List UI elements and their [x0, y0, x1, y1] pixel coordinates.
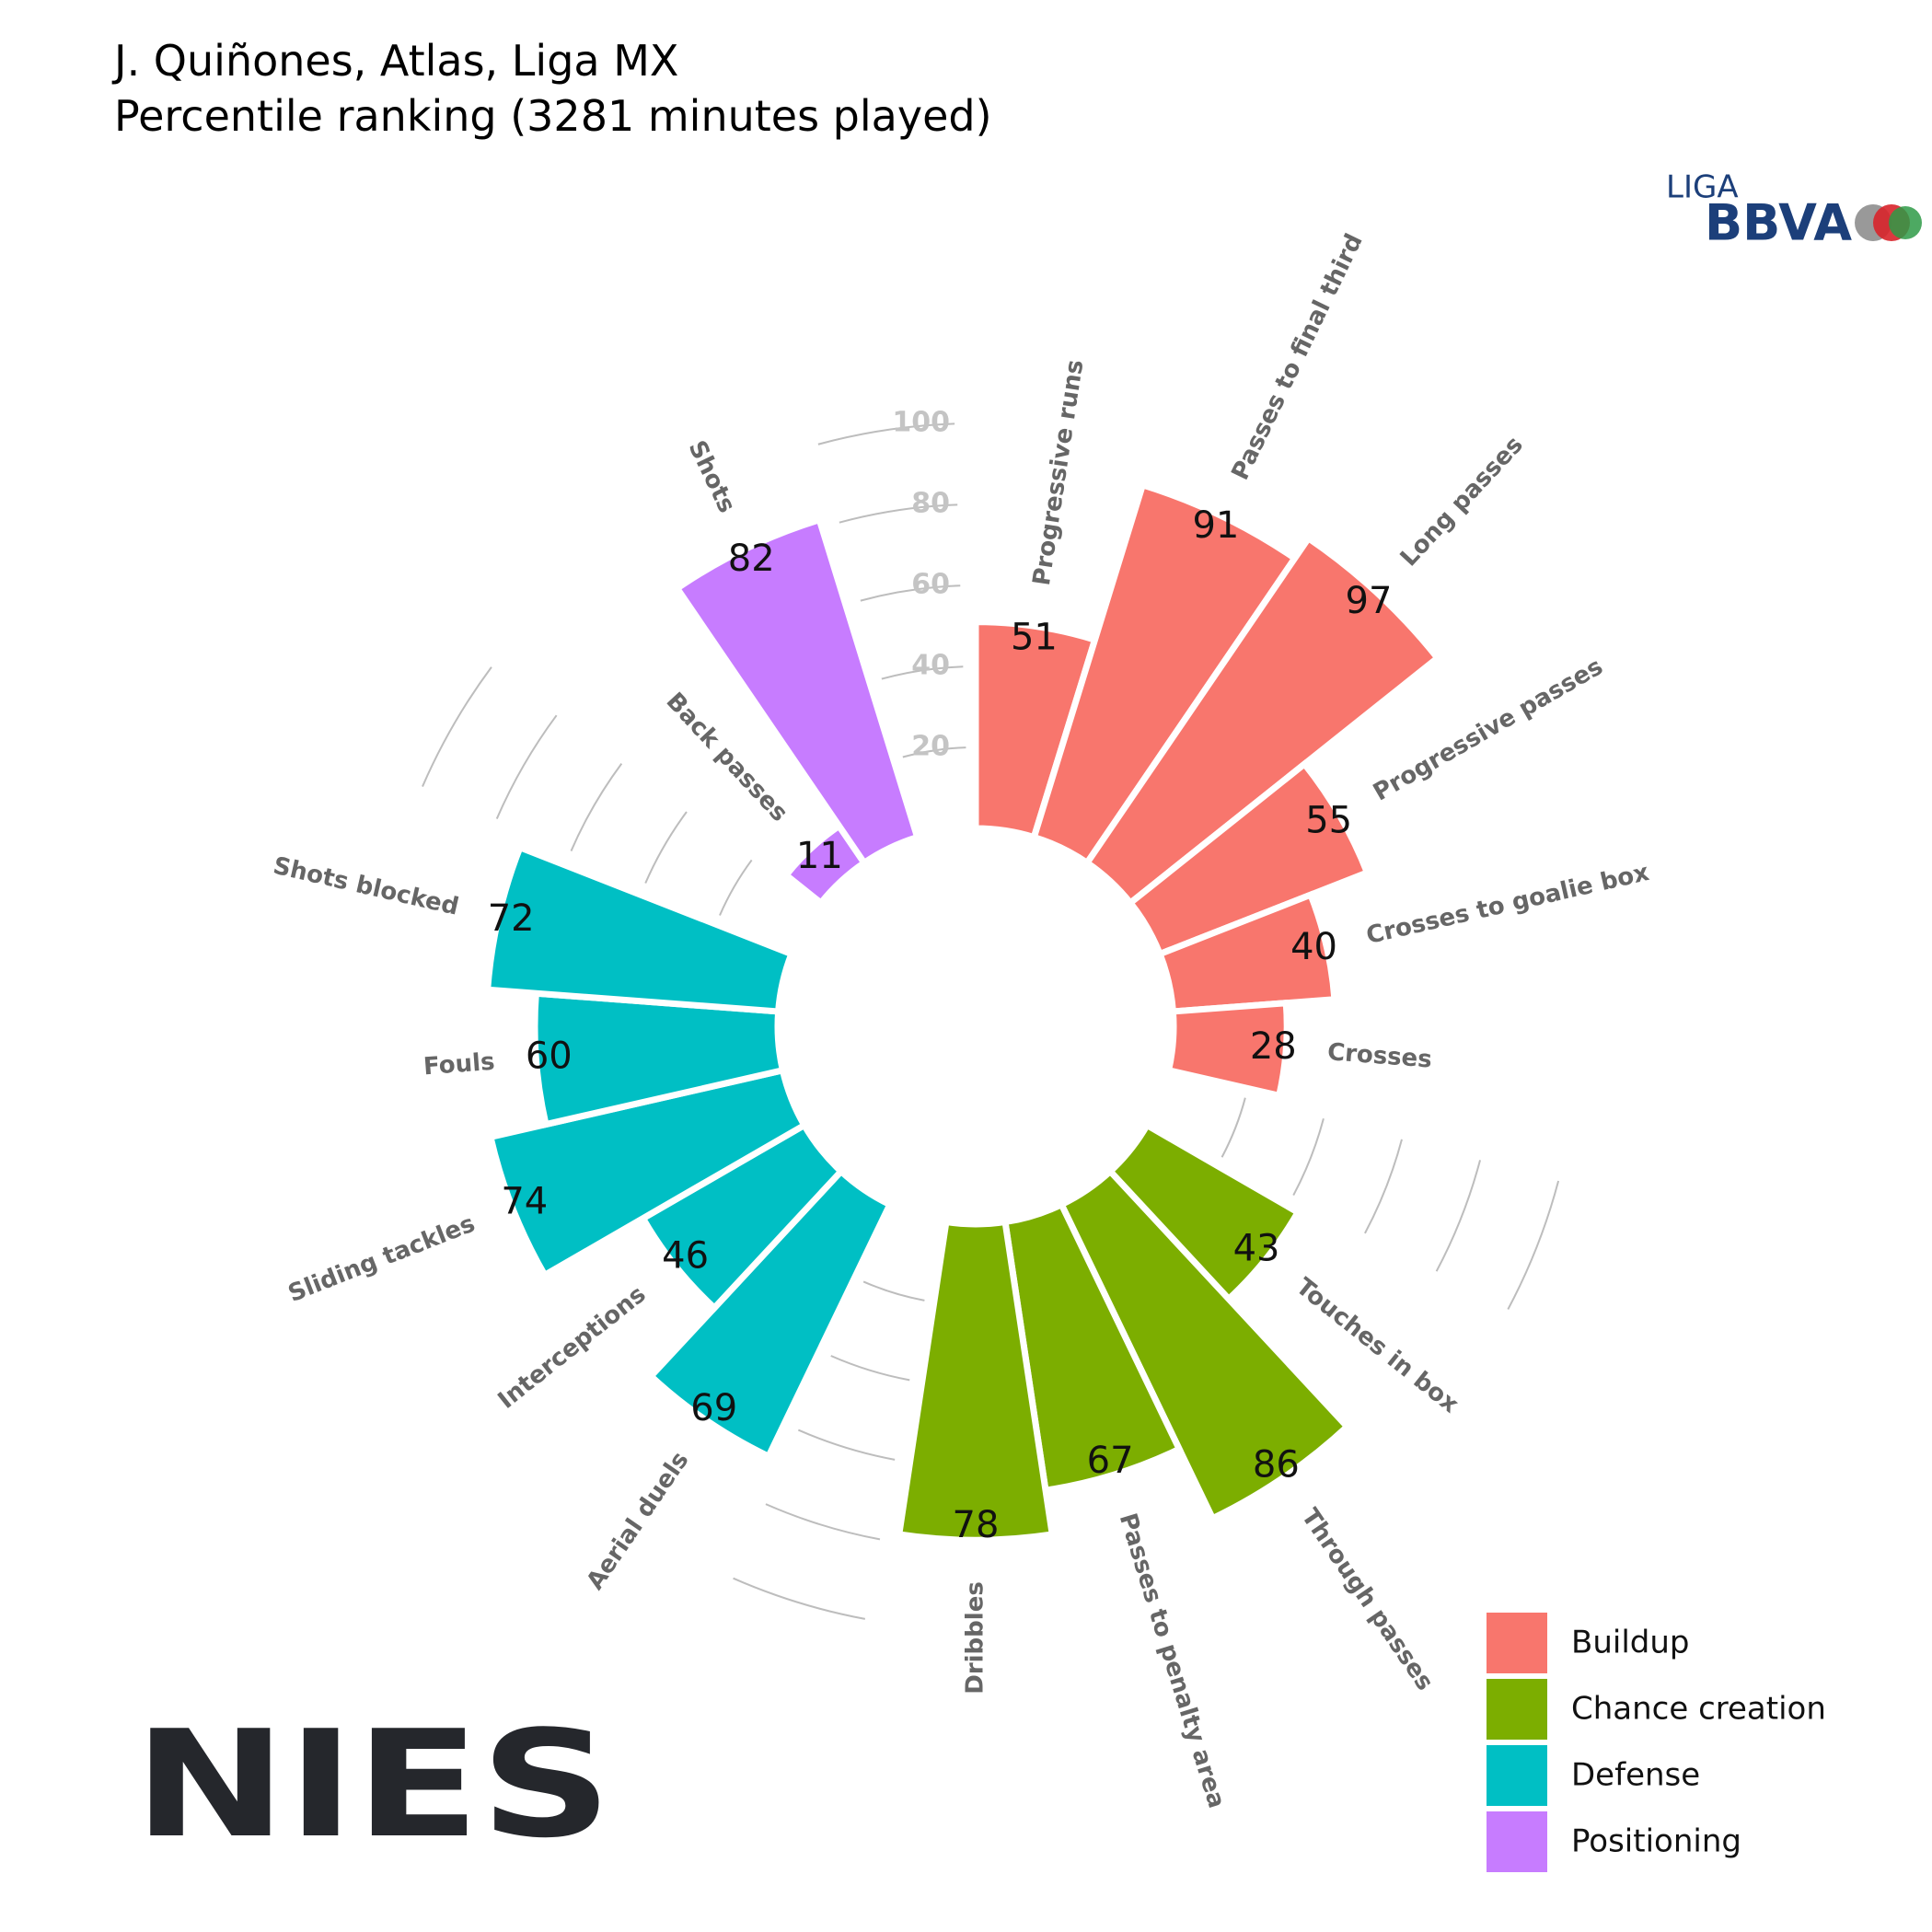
category-label: Sliding tackles	[284, 1210, 479, 1308]
y-tick-label: 100	[892, 407, 950, 439]
value-label: 60	[526, 1035, 573, 1078]
legend-swatch	[1487, 1811, 1547, 1872]
value-label: 74	[501, 1180, 548, 1222]
category-label: Dribbles	[962, 1581, 989, 1695]
grid-line	[1364, 1139, 1403, 1234]
grid-line	[570, 763, 623, 851]
category-label: Passes to final third	[1227, 229, 1369, 484]
grid-line	[830, 1355, 910, 1382]
category-label: Aerial duels	[582, 1447, 695, 1595]
category-label: Through passes	[1296, 1504, 1439, 1695]
grid-line	[881, 665, 964, 680]
brand-logo: NIES	[133, 1698, 612, 1870]
bar	[1155, 890, 1338, 1015]
legend-label: Chance creation	[1571, 1691, 1826, 1728]
category-label: Interceptions	[493, 1280, 652, 1415]
grid-line	[495, 714, 558, 819]
grid-line	[860, 584, 961, 602]
value-label: 28	[1250, 1025, 1297, 1068]
value-label: 40	[1290, 926, 1337, 968]
value-label: 46	[662, 1235, 709, 1278]
legend-swatch	[1487, 1613, 1547, 1673]
y-tick-label: 40	[911, 650, 950, 682]
category-label: Passes to penalty area	[1114, 1510, 1231, 1812]
category-label: Shots	[683, 436, 741, 517]
value-label: 55	[1305, 800, 1352, 842]
bar	[483, 843, 796, 1015]
bar	[672, 515, 922, 868]
bar	[646, 1166, 895, 1461]
legend-label: Buildup	[1571, 1625, 1689, 1661]
grid-line	[839, 503, 958, 524]
category-label: Long passes	[1395, 431, 1529, 572]
category-label: Crosses to goalie box	[1364, 859, 1652, 950]
grid-line	[1435, 1160, 1482, 1272]
grid-line	[719, 859, 753, 916]
y-tick-label: 60	[911, 569, 950, 601]
grid-line	[644, 811, 688, 884]
grid-line	[817, 422, 955, 445]
value-label: 43	[1233, 1227, 1280, 1269]
category-label: Fouls	[422, 1048, 495, 1082]
value-label: 86	[1253, 1444, 1300, 1487]
grid-line	[1292, 1118, 1325, 1197]
bar	[1057, 1166, 1352, 1523]
legend-label: Positioning	[1571, 1823, 1741, 1860]
value-label: 91	[1192, 504, 1239, 547]
y-tick-label: 20	[911, 731, 950, 763]
category-label: Crosses	[1326, 1038, 1433, 1073]
logo-text: LIGA	[1666, 169, 1739, 206]
bar	[1164, 999, 1290, 1100]
value-label: 78	[953, 1504, 1000, 1546]
league-logo: LIGA BBVA	[1666, 169, 1922, 252]
grid-line	[1507, 1180, 1560, 1310]
bar	[1126, 759, 1371, 958]
grid-line	[765, 1503, 881, 1541]
bar	[1082, 533, 1442, 908]
grid-line	[422, 666, 492, 787]
bar	[895, 1218, 1057, 1544]
grid-line	[797, 1429, 896, 1461]
bar	[1029, 480, 1300, 868]
chart-title: J. Quiñones, Atlas, Liga MX	[111, 36, 678, 86]
grid-line	[902, 746, 966, 758]
value-label: 97	[1346, 580, 1393, 622]
y-tick-label: 80	[911, 488, 950, 520]
value-label: 69	[690, 1387, 737, 1429]
category-label: Shots blocked	[271, 852, 461, 921]
value-label: 51	[1011, 616, 1058, 658]
grid-line	[862, 1280, 925, 1301]
value-label: 82	[728, 538, 775, 580]
value-label: 67	[1087, 1440, 1134, 1482]
value-label: 72	[488, 897, 535, 940]
chart-subtitle: Percentile ranking (3281 minutes played)	[114, 91, 992, 141]
value-label: 11	[796, 835, 843, 877]
legend-label: Defense	[1571, 1757, 1700, 1794]
legend-swatch	[1487, 1745, 1547, 1806]
grid-line	[1221, 1097, 1246, 1158]
grid-line	[733, 1577, 866, 1620]
category-label: Progressive runs	[1028, 358, 1090, 587]
logo-mark	[1889, 206, 1922, 239]
logo-text: BBVA	[1705, 194, 1852, 252]
bar	[1001, 1200, 1184, 1495]
legend-swatch	[1487, 1679, 1547, 1740]
